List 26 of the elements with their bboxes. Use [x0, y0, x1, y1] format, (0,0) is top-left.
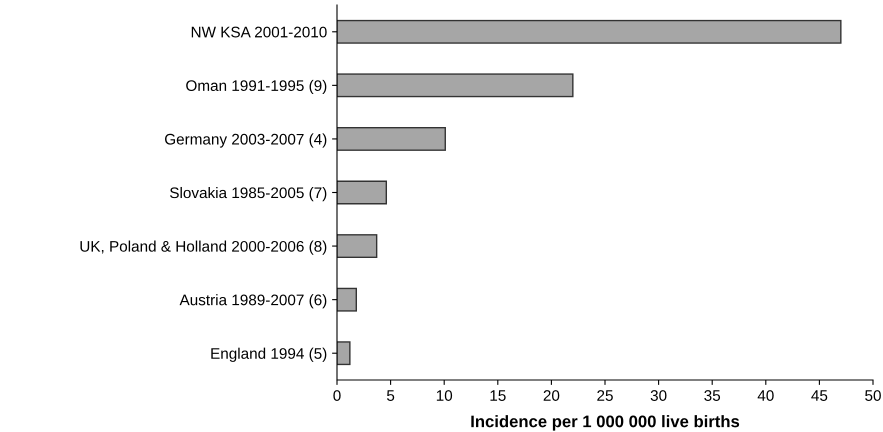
bar — [337, 234, 378, 258]
x-tick-label: 50 — [865, 390, 881, 401]
y-tick-label: Germany 2003-2007 (4) — [165, 133, 326, 148]
y-tick-label: Austria 1989-2007 (6) — [180, 294, 326, 308]
x-tick-label: 25 — [597, 390, 613, 401]
bar — [337, 20, 842, 44]
x-tick-label: 0 — [333, 390, 341, 401]
x-tick-label: 30 — [650, 390, 666, 401]
x-tick-label: 40 — [758, 390, 774, 401]
bar — [337, 288, 357, 312]
bar — [337, 73, 574, 98]
bar — [337, 341, 351, 366]
y-tick-label: NW KSA 2001-2010 — [192, 26, 327, 38]
x-tick-label: 5 — [386, 390, 394, 401]
y-tick-label: England 1994 (5) — [211, 348, 326, 362]
x-tick-label: 45 — [811, 390, 828, 401]
x-axis-title: Incidence per 1 000 000 live births — [471, 415, 740, 431]
bar — [337, 180, 388, 204]
x-tick-label: 35 — [704, 390, 720, 401]
bar — [337, 126, 446, 151]
y-tick-label: Slovakia 1985-2005 (7) — [170, 186, 326, 202]
y-tick-label: UK, Poland & Holland 2000-2006 (8) — [80, 240, 326, 255]
x-tick-label: 20 — [544, 390, 560, 401]
x-tick-label: 15 — [490, 390, 506, 401]
x-tick-label: 10 — [436, 390, 452, 401]
y-tick-label: Oman 1991-1995 (9) — [186, 80, 326, 94]
